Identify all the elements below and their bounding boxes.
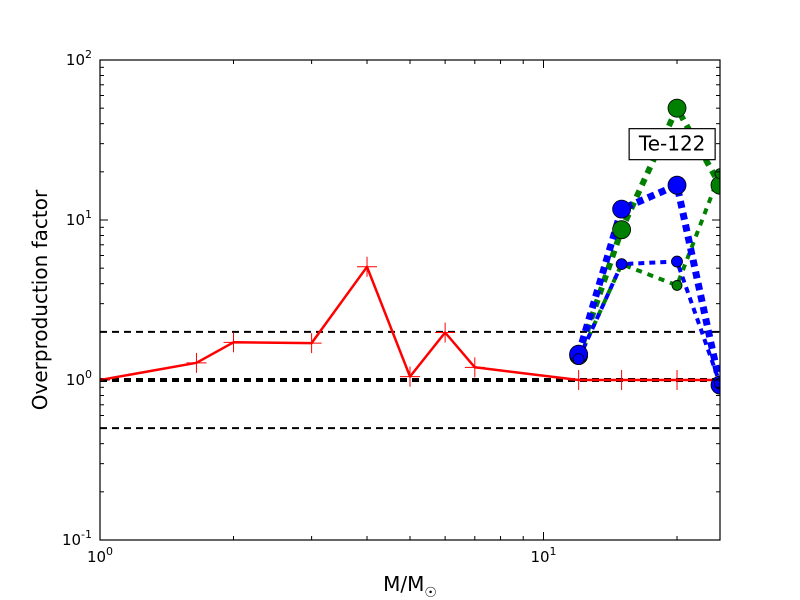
series-0-point [568, 370, 589, 390]
x-tick-label-1: 101 [530, 545, 556, 566]
series-0-point [186, 352, 207, 373]
series-0-point [435, 322, 456, 343]
y-axis-label: Overproduction factor [28, 189, 52, 410]
series-0-point [223, 332, 244, 353]
series-0-point [464, 357, 485, 378]
series-4-point [714, 377, 720, 390]
series-1-point [710, 175, 720, 195]
series-1-point [612, 220, 632, 240]
series-2-point [714, 168, 720, 179]
series-2-point [671, 280, 683, 291]
series-4-point [671, 255, 683, 268]
series-2-line [576, 172, 720, 360]
annotation-box: Te-122 [628, 128, 716, 161]
series-0-point [667, 370, 688, 390]
y-tick-label-3: 102 [66, 48, 92, 69]
series-4-line [576, 259, 720, 385]
series-3-point [667, 175, 687, 195]
series-4-point [615, 258, 628, 271]
series-3-line [575, 181, 720, 386]
series-0-point [357, 256, 378, 277]
series-0-point [301, 333, 322, 354]
x-axis-label: M/M☉ [383, 572, 437, 600]
series-4-point [572, 353, 585, 366]
y-tick-label-2: 101 [66, 208, 92, 229]
y-tick-label-1: 100 [66, 368, 92, 389]
y-tick-label-0: 10-1 [62, 528, 92, 549]
x-tick-label-0: 100 [87, 545, 113, 566]
x-axis-label-main: M/M [383, 572, 424, 596]
series-3-point [612, 199, 632, 219]
series-0-point [611, 370, 632, 390]
x-axis-label-subscript: ☉ [424, 585, 437, 600]
annotation-frame [628, 128, 716, 161]
series-1-point [667, 98, 687, 118]
series-0-point [400, 366, 420, 387]
annotation-label: Te-122 [638, 132, 706, 156]
